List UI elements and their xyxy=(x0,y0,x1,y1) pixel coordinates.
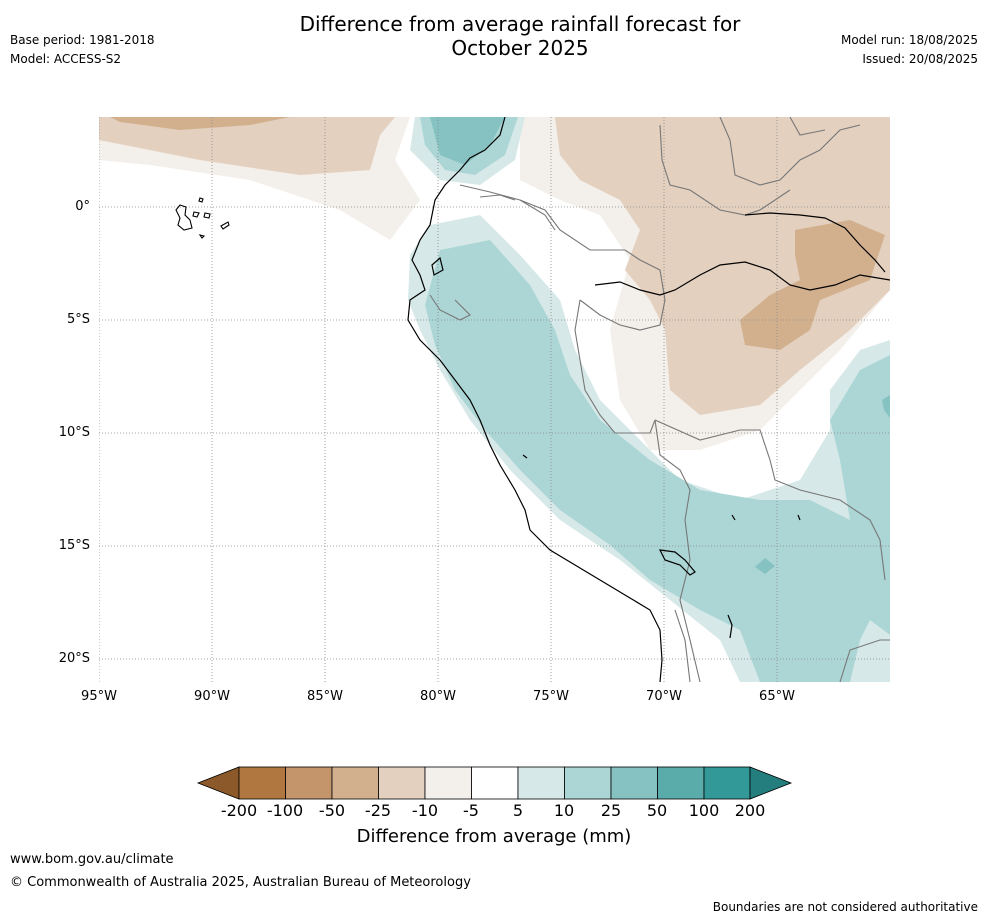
lon-label-65w: 65°W xyxy=(759,689,795,704)
dry-region-amazon xyxy=(555,117,890,415)
colorbar-tick-label: 50 xyxy=(646,801,668,820)
lat-label-0: 0° xyxy=(75,199,90,214)
base-period-text: Base period: 1981-2018 xyxy=(10,33,155,47)
lat-label-15s: 15°S xyxy=(58,538,90,553)
lon-label-90w: 90°W xyxy=(194,689,230,704)
dry-region-amazon-core xyxy=(740,220,885,350)
colorbar-segment-3 xyxy=(331,766,379,800)
lon-label-80w: 80°W xyxy=(420,689,456,704)
colorbar-segment-11 xyxy=(703,766,751,800)
colorbar-tick-label: 10 xyxy=(553,801,575,820)
colorbar xyxy=(196,766,793,800)
colorbar-tick-label: 25 xyxy=(600,801,622,820)
lon-label-95w: 95°W xyxy=(81,689,117,704)
colorbar-tick-label: -10 xyxy=(411,801,439,820)
colorbar-tick-label: -200 xyxy=(220,801,258,820)
model-run-text: Model run: 18/08/2025 xyxy=(840,33,978,47)
country-borders xyxy=(429,117,890,682)
colorbar-extend-high xyxy=(749,766,793,800)
title-line-2: October 2025 xyxy=(451,36,589,60)
colorbar-tick-label: 5 xyxy=(512,801,524,820)
wet-region-peru xyxy=(425,240,890,682)
dry-region-north-ocean-peak xyxy=(110,117,290,130)
wet-region-east-patch xyxy=(882,395,890,418)
website-text: www.bom.gov.au/climate xyxy=(10,852,174,867)
map-panel xyxy=(99,117,890,682)
colorbar-title: Difference from average (mm) xyxy=(356,826,632,847)
colorbar-segment-10 xyxy=(657,766,705,800)
issued-text: Issued: 20/08/2025 xyxy=(862,52,978,66)
colorbar-segment-8 xyxy=(564,766,612,800)
lon-label-75w: 75°W xyxy=(533,689,569,704)
lon-label-85w: 85°W xyxy=(307,689,343,704)
wet-region-bolivia-patch xyxy=(755,558,775,574)
wet-region-colombia-core xyxy=(430,117,505,165)
model-text: Model: ACCESS-S2 xyxy=(10,52,122,66)
colorbar-tick-label: -100 xyxy=(266,801,304,820)
colorbar-tick-label: -50 xyxy=(318,801,346,820)
title-line-1: Difference from average rainfall forecas… xyxy=(299,12,741,36)
copyright-text: © Commonwealth of Australia 2025, Austra… xyxy=(10,875,471,890)
chart-title: Difference from average rainfall forecas… xyxy=(200,12,840,60)
colorbar-segment-6 xyxy=(471,766,519,800)
colorbar-segment-9 xyxy=(610,766,658,800)
colorbar-tick-label: 100 xyxy=(688,801,720,820)
coastlines xyxy=(407,117,890,682)
colorbar-tick-label: -25 xyxy=(364,801,392,820)
colorbar-segment-5 xyxy=(424,766,472,800)
colorbar-segment-2 xyxy=(285,766,333,800)
colorbar-extend-low xyxy=(196,766,240,800)
lat-label-5s: 5°S xyxy=(66,312,90,327)
galapagos-islands xyxy=(175,197,230,239)
disclaimer-text: Boundaries are not considered authoritat… xyxy=(712,900,978,914)
colorbar-tick-label: -5 xyxy=(463,801,479,820)
lat-label-20s: 20°S xyxy=(58,651,90,666)
graticule xyxy=(99,117,890,682)
colorbar-segment-1 xyxy=(238,766,286,800)
colorbar-segment-4 xyxy=(378,766,426,800)
colorbar-tick-label: 200 xyxy=(734,801,766,820)
lat-label-10s: 10°S xyxy=(58,425,90,440)
colorbar-segment-7 xyxy=(517,766,565,800)
dry-region-north-ocean-core xyxy=(99,117,395,175)
lon-label-70w: 70°W xyxy=(646,689,682,704)
